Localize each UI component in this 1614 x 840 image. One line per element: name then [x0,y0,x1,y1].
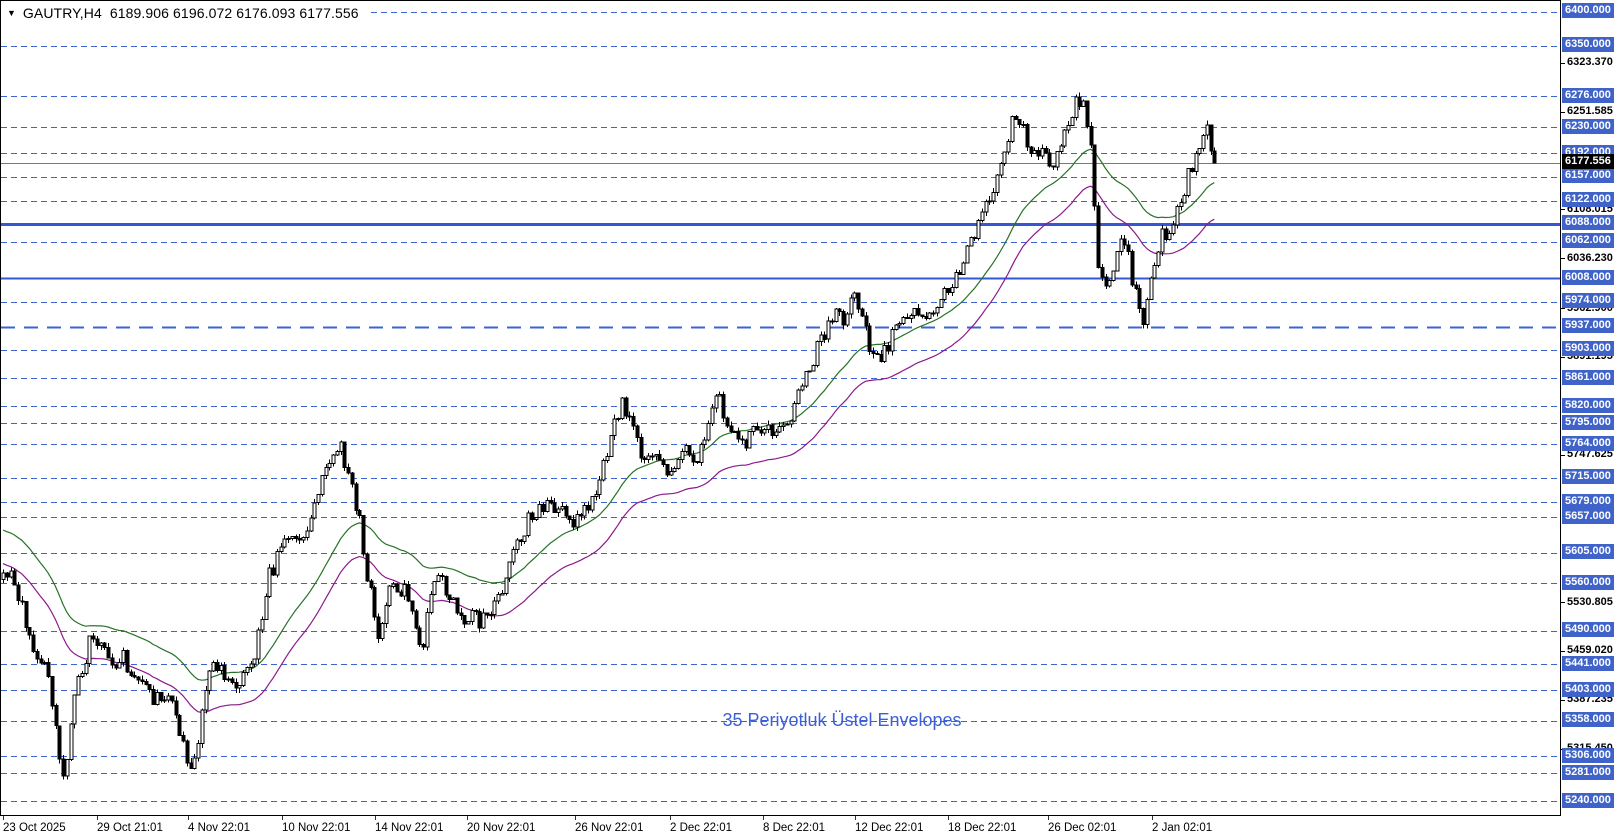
time-axis-tick [575,816,576,820]
time-label: 20 Nov 22:01 [467,822,536,834]
price-label-badge: 5903.000 [1562,341,1614,356]
time-label: 8 Dec 22:01 [763,822,826,834]
envelope-upper-line [2,148,1215,681]
price-label-badge: 6276.000 [1562,88,1614,103]
time-label: 4 Nov 22:01 [188,822,251,834]
time-axis-tick [1152,816,1153,820]
price-label-plain: 6036.230 [1567,252,1613,264]
price-label-badge: 5974.000 [1562,293,1614,308]
time-label: 29 Oct 21:01 [97,822,163,834]
price-label-badge: 5861.000 [1562,370,1614,385]
price-label-badge: 5281.000 [1562,765,1614,780]
time-axis[interactable]: 23 Oct 2025 29 Oct 21:01 4 Nov 22:01 10 Nov… [0,816,1614,840]
time-axis-tick [763,816,764,820]
time-label: 26 Dec 02:01 [1048,822,1117,834]
time-label: 2 Dec 22:01 [670,822,733,834]
price-label-badge: 5560.000 [1562,575,1614,590]
price-label-badge: 5605.000 [1562,544,1614,559]
price-axis-tick [1561,357,1565,358]
price-label-badge: 6122.000 [1562,192,1614,207]
price-axis-tick [1561,455,1565,456]
price-label-badge: 5240.000 [1562,793,1614,808]
price-axis-tick [1561,63,1565,64]
price-label-badge: 5657.000 [1562,509,1614,524]
time-axis-tick [1048,816,1049,820]
price-label-badge: 5441.000 [1562,656,1614,671]
time-label: 18 Dec 22:01 [948,822,1017,834]
price-label-badge: 6157.000 [1562,168,1614,183]
price-label-plain: 6251.585 [1567,105,1613,117]
time-label: 12 Dec 22:01 [855,822,924,834]
price-axis[interactable]: 6400.000 6350.000 6323.370 6276.000 6251.585… [1561,0,1614,816]
time-axis-tick [375,816,376,820]
price-axis-tick [1561,651,1565,652]
price-label-badge: 5715.000 [1562,469,1614,484]
time-axis-tick [467,816,468,820]
time-axis-tick [670,816,671,820]
price-label-badge: 6350.000 [1562,37,1614,52]
price-axis-tick [1561,700,1565,701]
time-label: 14 Nov 22:01 [375,822,444,834]
price-label-badge: 5937.000 [1562,318,1614,333]
price-label-current: 6177.556 [1562,154,1614,169]
price-label-badge: 5403.000 [1562,682,1614,697]
price-label-badge: 6400.000 [1562,3,1614,18]
price-axis-tick [1561,258,1565,259]
price-label-badge: 6062.000 [1562,233,1614,248]
price-label-badge: 5820.000 [1562,398,1614,413]
candles [1,92,1217,780]
time-label: 26 Nov 22:01 [575,822,644,834]
price-label-plain: 5459.020 [1567,644,1613,656]
time-axis-tick [855,816,856,820]
price-label-plain: 5530.805 [1567,596,1613,608]
envelope-lower-line [2,185,1215,714]
price-label-badge: 5795.000 [1562,415,1614,430]
time-label: 23 Oct 2025 [3,822,66,834]
price-label-badge: 5490.000 [1562,622,1614,637]
chart-plot-area[interactable]: ▼ GAUTRY,H4 6189.906 6196.072 6176.093 6… [0,0,1561,816]
price-label-plain: 6323.370 [1567,56,1613,68]
symbol-dropdown-icon[interactable]: ▼ [7,7,16,18]
price-axis-tick [1561,602,1565,603]
price-label-badge: 6230.000 [1562,119,1614,134]
time-axis-tick [948,816,949,820]
level-lines [1,12,1560,802]
envelope-annotation-text[interactable]: 35 Periyotluk Üstel Envelopes [722,710,962,730]
price-label-badge: 5679.000 [1562,494,1614,509]
price-label-badge: 5358.000 [1562,712,1614,727]
price-label-badge: 6088.000 [1562,215,1614,230]
price-label-badge: 5764.000 [1562,436,1614,451]
candlestick-chart[interactable] [1,1,1560,815]
price-label-badge: 6008.000 [1562,270,1614,285]
price-label-plain: 5747.625 [1567,448,1613,460]
time-axis-tick [282,816,283,820]
chart-title-ohlc: GAUTRY,H4 6189.906 6196.072 6176.093 617… [22,4,359,21]
time-axis-tick [188,816,189,820]
chart-title-bar: ▼ GAUTRY,H4 6189.906 6196.072 6176.093 6… [1,1,367,22]
price-label-badge: 5306.000 [1562,748,1614,763]
time-axis-tick [97,816,98,820]
time-axis-tick [3,816,4,820]
price-axis-tick [1561,209,1565,210]
time-label: 2 Jan 02:01 [1152,822,1213,834]
time-label: 10 Nov 22:01 [282,822,351,834]
price-axis-tick [1561,308,1565,309]
price-axis-tick [1561,112,1565,113]
